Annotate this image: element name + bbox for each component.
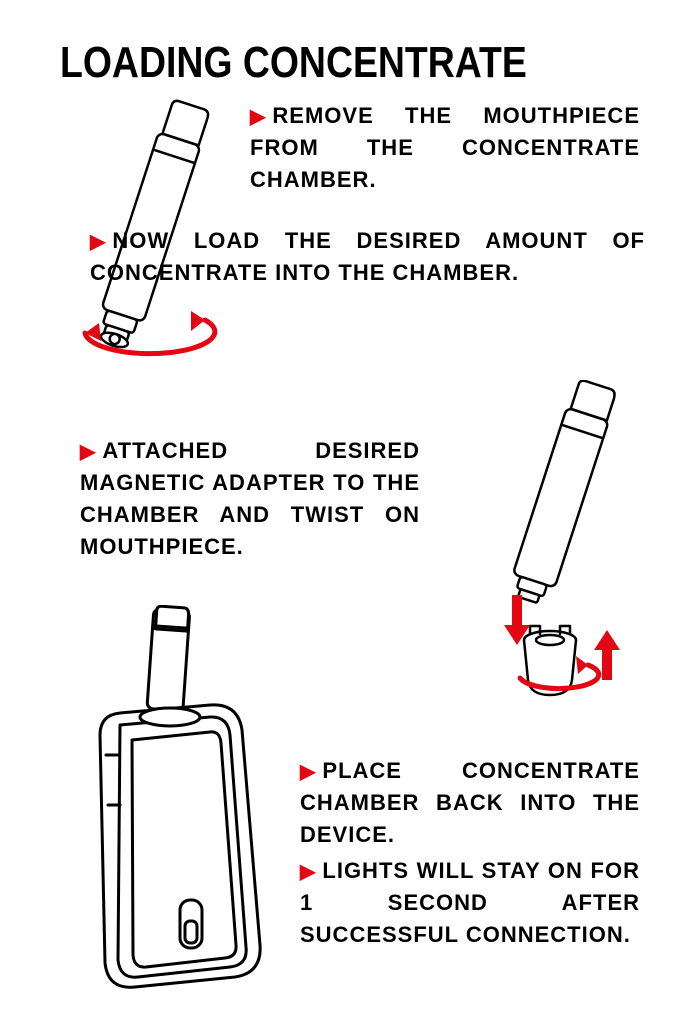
step-5: ▶LIGHTS WILL STAY ON FOR 1 SECOND AFTER …	[300, 855, 640, 951]
step-1: ▶REMOVE THE MOUTHPIECE FROM THE CONCENTR…	[250, 100, 640, 196]
bullet-icon: ▶	[80, 438, 96, 467]
bullet-icon: ▶	[300, 758, 316, 787]
bullet-icon: ▶	[300, 858, 316, 887]
illustration-adapter-attach	[430, 380, 650, 730]
page-title: LOADING CONCENTRATE	[60, 38, 527, 88]
step-5-text: LIGHTS WILL STAY ON FOR 1 SECOND AFTER S…	[300, 858, 640, 947]
step-2: ▶NOW LOAD THE DESIRED AMOUNT OF CONCENTR…	[90, 225, 645, 289]
illustration-device-body	[60, 605, 290, 1005]
bullet-icon: ▶	[250, 103, 266, 132]
step-4-text: PLACE CONCENTRATE CHAMBER BACK INTO THE …	[300, 758, 640, 847]
step-1-text: REMOVE THE MOUTHPIECE FROM THE CONCENTRA…	[250, 103, 640, 192]
bullet-icon: ▶	[90, 228, 106, 257]
step-4: ▶PLACE CONCENTRATE CHAMBER BACK INTO THE…	[300, 755, 640, 851]
step-2-text: NOW LOAD THE DESIRED AMOUNT OF CONCENTRA…	[90, 228, 645, 285]
step-3-text: ATTACHED DESIRED MAGNETIC ADAPTER TO THE…	[80, 438, 420, 559]
step-3: ▶ATTACHED DESIRED MAGNETIC ADAPTER TO TH…	[80, 435, 420, 563]
